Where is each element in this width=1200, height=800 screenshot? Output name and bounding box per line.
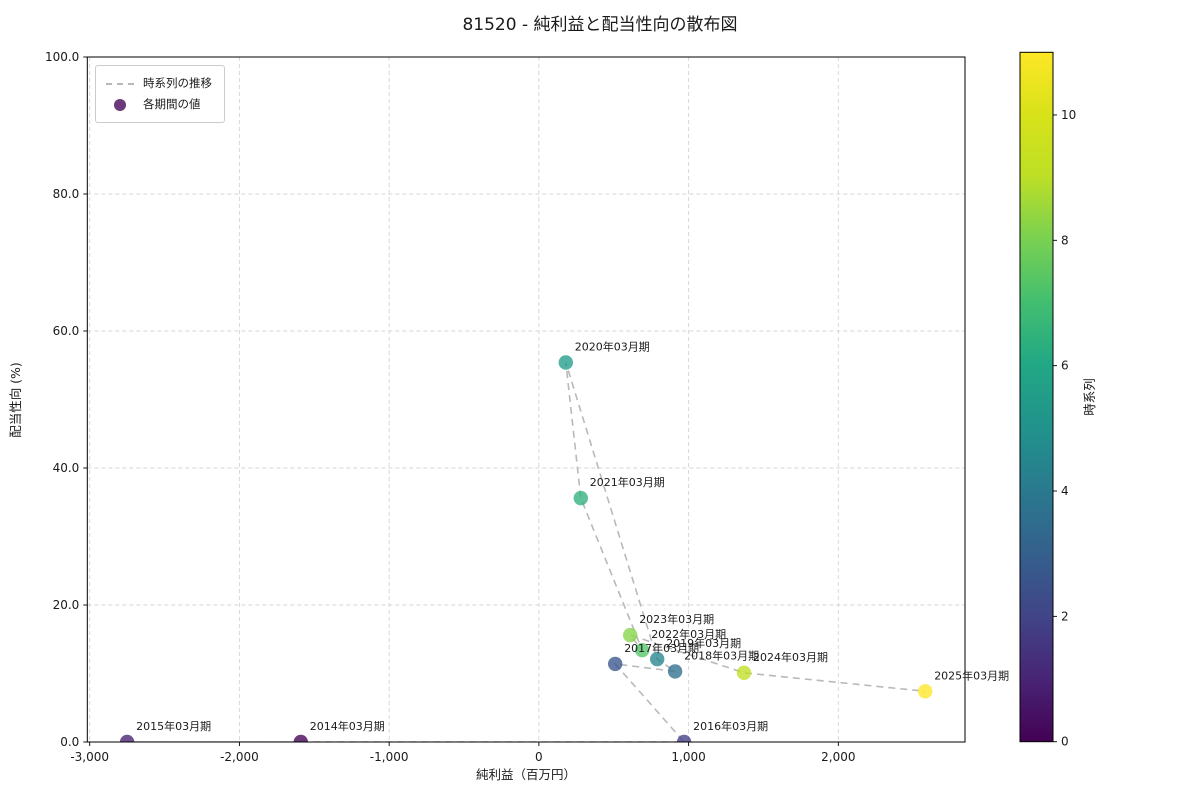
y-tick-label: 60.0	[53, 324, 80, 338]
data-point	[918, 684, 933, 699]
point-label: 2023年03月期	[639, 612, 714, 626]
data-point	[635, 643, 650, 658]
data-point	[608, 656, 623, 672]
point-label: 2025年03月期	[934, 668, 1009, 682]
legend: 時系列の推移 各期間の値	[95, 65, 225, 123]
point-label: 2024年03月期	[753, 650, 828, 664]
x-tick-label: -1,000	[370, 750, 409, 764]
colorbar-label: 時系列	[1082, 378, 1097, 416]
data-points-layer	[119, 355, 933, 742]
data-point	[623, 627, 638, 643]
timeline-path	[127, 362, 926, 742]
x-tick-label: 1,000	[671, 750, 705, 764]
point-label: 2018年03月期	[684, 648, 759, 662]
point-label: 2020年03月期	[575, 340, 650, 354]
colorbar-tick-label: 0	[1061, 735, 1069, 749]
legend-row-timeline: 時系列の推移	[106, 73, 212, 94]
y-tick-label: 20.0	[53, 598, 80, 612]
point-label: 2019年03月期	[666, 636, 741, 650]
colorbar-tick-label: 6	[1061, 359, 1069, 373]
legend-label-points: 各期間の値	[143, 97, 201, 111]
legend-dashed-line-sample	[106, 82, 134, 85]
data-point	[293, 734, 308, 742]
point-label: 2014年03月期	[310, 719, 385, 733]
point-annotations: 2014年03月期 2015年03月期 2016年03月期 2017年03月期2018…	[136, 340, 1009, 734]
timeline-path-layer	[127, 362, 926, 742]
axes-frame	[86, 56, 966, 743]
data-point	[573, 490, 588, 506]
chart-title: 81520 - 純利益と配当性向の散布図	[462, 15, 737, 35]
colorbar-tick-label: 10	[1061, 108, 1076, 122]
legend-label-timeline: 時系列の推移	[143, 76, 212, 90]
legend-row-points: 各期間の値	[106, 94, 212, 115]
colorbar: 0 2 4 6 8 10	[1019, 51, 1076, 749]
point-label: 2017年03月期	[624, 641, 699, 655]
y-tick-label: 80.0	[53, 187, 80, 201]
plot-border	[86, 56, 966, 743]
gridlines	[87, 56, 965, 743]
axis-ticks: -3,000 -2,000 -1,000 0 1,000 2,000 0.0 20.0 40.0…	[45, 50, 856, 764]
point-label: 2021年03月期	[590, 475, 665, 489]
point-label: 2015年03月期	[136, 719, 211, 733]
data-point	[119, 734, 135, 742]
x-tick-label: 0	[535, 750, 543, 764]
colorbar-tick-label: 2	[1061, 609, 1069, 623]
y-tick-label: 40.0	[53, 461, 80, 475]
colorbar-tick-label: 8	[1061, 233, 1069, 247]
x-tick-label: -2,000	[220, 750, 259, 764]
data-point	[650, 651, 665, 667]
y-axis-label: 配当性向 (%)	[8, 362, 23, 438]
y-tick-label: 100.0	[45, 50, 79, 64]
x-tick-label: -3,000	[70, 750, 109, 764]
data-point	[667, 664, 683, 679]
colorbar-gradient	[1020, 52, 1053, 742]
x-axis-label: 純利益（百万円）	[476, 767, 576, 782]
colorbar-outline	[1019, 51, 1054, 743]
data-point	[736, 665, 752, 680]
point-label: 2016年03月期	[693, 719, 768, 733]
colorbar-tick-label: 4	[1061, 484, 1069, 498]
x-tick-label: 2,000	[821, 750, 855, 764]
legend-marker-sample	[114, 98, 126, 111]
point-label: 2022年03月期	[651, 627, 726, 641]
y-tick-label: 0.0	[60, 735, 79, 749]
data-point	[676, 734, 692, 742]
data-point	[558, 355, 573, 370]
